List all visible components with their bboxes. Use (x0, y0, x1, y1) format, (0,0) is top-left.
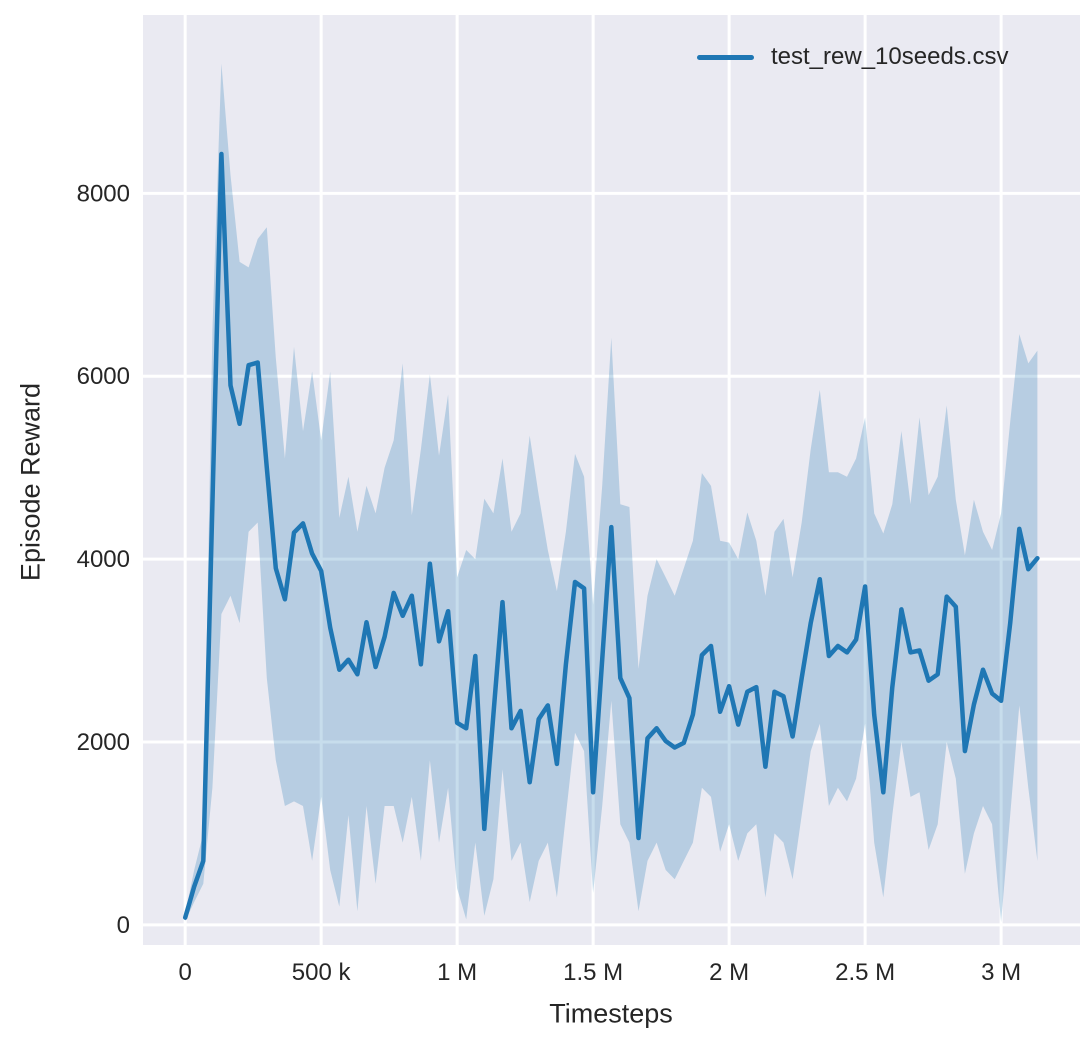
x-tick-label: 3 M (981, 959, 1021, 986)
y-tick-label: 8000 (77, 180, 130, 207)
x-tick-label: 2 M (709, 959, 749, 986)
x-tick-label: 1 M (437, 959, 477, 986)
y-tick-label: 6000 (77, 363, 130, 390)
y-tick-label: 2000 (77, 729, 130, 756)
plot-background (143, 15, 1080, 945)
x-tick-label: 2.5 M (835, 959, 895, 986)
y-axis-label: Episode Reward (15, 382, 46, 582)
x-tick-label: 0 (178, 959, 191, 986)
x-axis-label: Timesteps (549, 998, 673, 1029)
mean-reward-line (182, 151, 1040, 920)
x-tick-label: 500 k (292, 959, 352, 986)
legend: test_rew_10seeds.csv (697, 43, 1008, 71)
x-tick-label: 1.5 M (563, 959, 623, 986)
legend-label: test_rew_10seeds.csv (771, 43, 1009, 70)
y-tick-label: 0 (117, 912, 130, 939)
legend-line-sample (697, 54, 754, 60)
confidence-band (185, 63, 1038, 923)
y-tick-label: 4000 (77, 546, 130, 573)
